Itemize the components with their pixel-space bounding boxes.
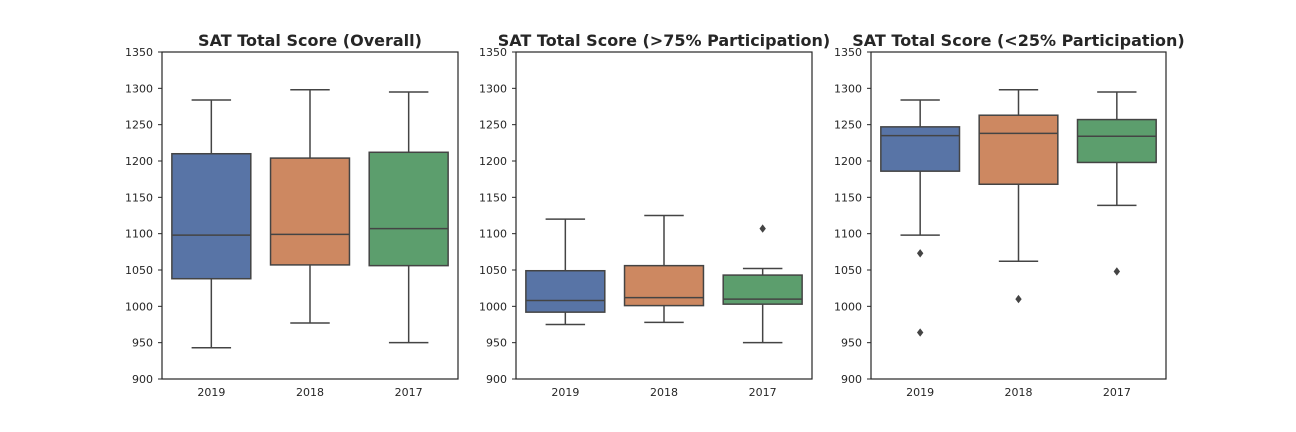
outlier-point <box>1015 294 1022 304</box>
y-tick-label: 1200 <box>125 155 153 168</box>
box-2019 <box>525 218 606 326</box>
chart-panel-2: SAT Total Score (>75% Participation) 900 9… <box>479 31 830 399</box>
chart-title: SAT Total Score (>75% Participation) <box>498 31 831 50</box>
x-tick-label: 2017 <box>395 386 423 399</box>
y-tick-label: 900 <box>841 373 862 386</box>
y-tick-label: 1350 <box>834 46 862 59</box>
box-2017 <box>722 224 803 344</box>
y-tick-label: 1100 <box>125 228 153 241</box>
iqr-box <box>269 157 351 266</box>
iqr-box <box>171 152 252 280</box>
y-tick-label: 1150 <box>479 191 507 204</box>
box-2019 <box>880 99 961 337</box>
y-tick-label: 1000 <box>834 300 862 313</box>
outlier-point <box>916 249 924 258</box>
y-tick-label: 1300 <box>834 82 862 95</box>
outlier-point <box>916 328 924 337</box>
box-2018 <box>623 214 705 324</box>
y-tick-label: 900 <box>132 373 153 386</box>
iqr-box <box>623 264 705 307</box>
iqr-box <box>880 126 961 172</box>
y-tick-label: 1050 <box>479 264 507 277</box>
iqr-box <box>525 269 606 313</box>
x-tick-label: 2018 <box>296 386 324 399</box>
y-tick-label: 1050 <box>834 264 862 277</box>
box-2018 <box>978 89 1059 304</box>
y-tick-label: 950 <box>841 337 862 350</box>
box-2017 <box>368 91 449 344</box>
box-2019 <box>171 99 252 349</box>
y-tick-label: 1150 <box>834 191 862 204</box>
y-tick-label: 1000 <box>479 300 507 313</box>
y-tick-label: 1250 <box>125 119 153 132</box>
outlier-point <box>759 224 766 233</box>
x-tick-label: 2018 <box>1005 386 1033 399</box>
chart-panel-1: SAT Total Score (Overall) 900 950 1000 1050 1… <box>125 31 459 399</box>
chart-title: SAT Total Score (Overall) <box>198 31 422 50</box>
y-tick-label: 1350 <box>479 46 507 59</box>
x-tick-label: 2017 <box>749 386 777 399</box>
y-tick-label: 1200 <box>834 155 862 168</box>
y-tick-label: 1350 <box>125 46 153 59</box>
chart-panel-3: SAT Total Score (<25% Participation) 900 9… <box>834 31 1185 399</box>
y-tick-label: 1300 <box>125 82 153 95</box>
y-tick-label: 1250 <box>834 119 862 132</box>
x-tick-label: 2017 <box>1103 386 1131 399</box>
iqr-box <box>978 114 1059 186</box>
y-tick-label: 950 <box>486 337 507 350</box>
y-tick-label: 1000 <box>125 300 153 313</box>
x-tick-label: 2019 <box>197 386 225 399</box>
iqr-box <box>368 151 449 267</box>
y-tick-label: 1250 <box>479 119 507 132</box>
plot-frame <box>870 51 1167 380</box>
x-tick-label: 2019 <box>906 386 934 399</box>
y-tick-label: 1300 <box>479 82 507 95</box>
outlier-point <box>1113 267 1121 276</box>
y-tick-label: 900 <box>486 373 507 386</box>
plot-frame <box>515 51 813 380</box>
y-tick-label: 1100 <box>479 228 507 241</box>
iqr-box <box>1076 118 1157 164</box>
plot-frame <box>161 51 459 380</box>
x-tick-label: 2018 <box>650 386 678 399</box>
y-tick-label: 1200 <box>479 155 507 168</box>
y-tick-label: 950 <box>132 337 153 350</box>
chart-title: SAT Total Score (<25% Participation) <box>852 31 1185 50</box>
box-2018 <box>269 89 351 324</box>
x-tick-label: 2019 <box>551 386 579 399</box>
box-2017 <box>1076 91 1157 276</box>
y-tick-label: 1100 <box>834 228 862 241</box>
y-tick-label: 1050 <box>125 264 153 277</box>
y-tick-label: 1150 <box>125 191 153 204</box>
